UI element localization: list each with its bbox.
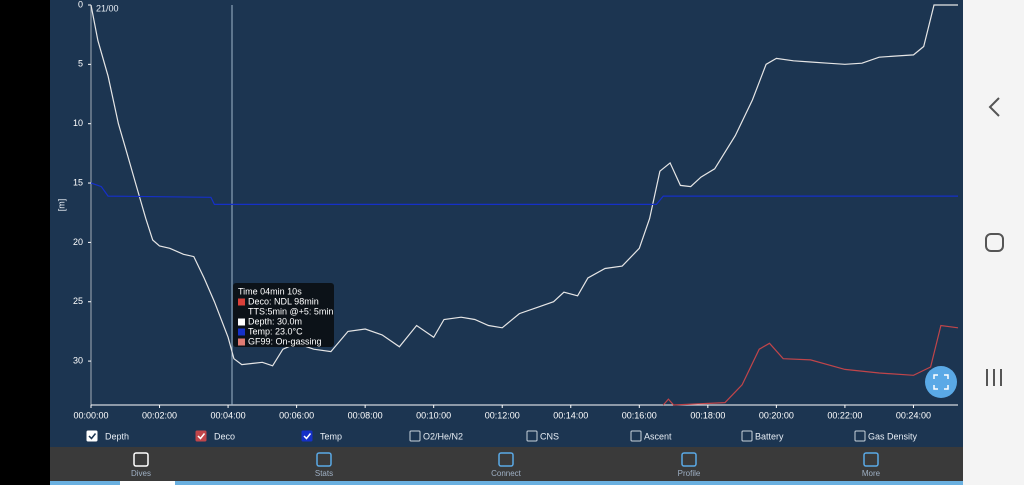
legend-label: Deco [214, 431, 235, 441]
toggle-label: Gas Density [868, 431, 918, 441]
checkbox[interactable] [301, 430, 313, 442]
x-tick-label: 00:06:00 [279, 410, 314, 420]
checkmark [88, 433, 97, 440]
legend-label: Depth [105, 431, 129, 441]
tooltip-line: Depth: 30.0m [248, 316, 302, 326]
fullscreen-icon [933, 374, 949, 390]
tooltip-box [233, 283, 334, 347]
recents-button[interactable] [986, 369, 1002, 386]
series-line [90, 4, 958, 367]
y-tick-label: 0 [78, 0, 83, 9]
tooltip-line: GF99: On-gassing [248, 336, 322, 346]
y-tick-label: 5 [78, 59, 83, 69]
nav-tabs: Dives Stats Connect Profile More [131, 452, 881, 478]
checkbox[interactable] [195, 430, 207, 442]
tooltip-swatch [238, 298, 245, 306]
x-tick-label: 00:04:00 [211, 410, 246, 420]
series-line [90, 182, 958, 205]
nav-label[interactable]: Profile [678, 469, 701, 478]
x-tick-label: 00:20:00 [759, 410, 794, 420]
left-strip [0, 0, 50, 485]
active-tab-indicator [120, 481, 175, 485]
checkbox[interactable] [854, 430, 866, 442]
home-button[interactable] [985, 233, 1004, 252]
x-tick-label: 00:14:00 [553, 410, 588, 420]
checkbox[interactable] [526, 430, 538, 442]
checkbox[interactable] [86, 430, 98, 442]
toggle-label: Battery [755, 431, 784, 441]
tooltip-line: Deco: NDL 98min [248, 296, 319, 306]
tooltip-swatch [238, 328, 245, 336]
checkbox[interactable] [409, 430, 421, 442]
tooltip-line: Time 04min 10s [238, 286, 302, 296]
tooltip-swatch [238, 318, 245, 326]
fullscreen-button[interactable] [925, 366, 957, 398]
checkmark [197, 433, 206, 440]
x-tick-label: 00:12:00 [485, 410, 520, 420]
system-nav [963, 0, 1024, 485]
x-tick-label: 00:08:00 [348, 410, 383, 420]
toggle-label: CNS [540, 431, 559, 441]
toggle-label: Ascent [644, 431, 672, 441]
nav-icon [133, 452, 149, 467]
y-tick-label: 20 [73, 237, 83, 247]
back-button[interactable] [988, 97, 1000, 117]
legend-label: Temp [320, 431, 342, 441]
x-tick-label: 00:18:00 [690, 410, 725, 420]
nav-label[interactable]: Connect [491, 469, 522, 478]
checkmark [303, 433, 312, 440]
x-tick-label: 00:10:00 [416, 410, 451, 420]
tooltip-line: TTS:5min @+5: 5min [248, 306, 333, 316]
plot: 0 5 10 15 20 25 30 00:00:00 00:02:00 00:04:00 00:0… [73, 0, 959, 420]
toggle-label: O2/He/N2 [423, 431, 463, 441]
nav-icon [863, 452, 879, 467]
checkbox[interactable] [630, 430, 642, 442]
y-tick-label: 15 [73, 177, 83, 187]
nav-icon [316, 452, 332, 467]
corner-label: 21/00 [96, 3, 119, 13]
nav-bar-strip [50, 481, 963, 485]
tooltip-swatch [238, 338, 245, 346]
x-tick-label: 00:24:00 [896, 410, 931, 420]
x-tick-label: 00:02:00 [142, 410, 177, 420]
y-axis-label: [m] [56, 199, 66, 212]
x-tick-label: 00:22:00 [827, 410, 862, 420]
x-tick-label: 00:16:00 [622, 410, 657, 420]
legend: Depth Deco Temp O2/He/N2 CNS Ascent Battery Gas… [86, 430, 918, 442]
y-tick-label: 30 [73, 355, 83, 365]
nav-icon [681, 452, 697, 467]
checkbox[interactable] [741, 430, 753, 442]
app-background [50, 0, 963, 447]
nav-label[interactable]: Dives [131, 469, 151, 478]
nav-label[interactable]: Stats [315, 469, 333, 478]
x-tick-label: 00:00:00 [73, 410, 108, 420]
nav-label[interactable]: More [862, 469, 881, 478]
y-tick-label: 10 [73, 118, 83, 128]
series-line [662, 324, 959, 406]
nav-icon [498, 452, 514, 467]
y-tick-label: 25 [73, 296, 83, 306]
tooltip-line: Temp: 23.0°C [248, 326, 303, 336]
